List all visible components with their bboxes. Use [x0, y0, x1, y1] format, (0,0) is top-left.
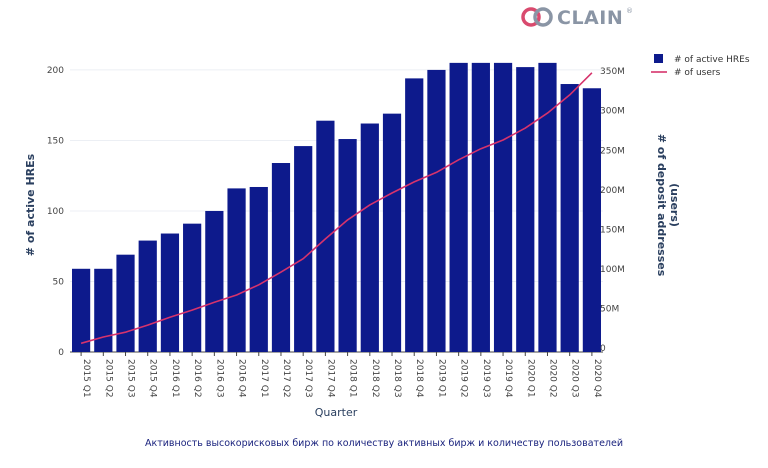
bar: [471, 62, 490, 352]
bar: [405, 78, 424, 353]
bar: [138, 240, 157, 352]
line-series-layer: [80, 72, 593, 345]
bar: [249, 186, 268, 352]
x-tick-label: 2018 Q3: [392, 359, 402, 398]
y2-tick-label: 300M: [600, 107, 625, 117]
x-tick-label: 2016 Q2: [192, 359, 202, 398]
bar: [449, 62, 468, 352]
bar: [160, 233, 180, 352]
x-tick-label: 2018 Q4: [414, 359, 424, 398]
x-tick-label: 2015 Q1: [81, 359, 91, 398]
legend-swatch-bars: [654, 54, 663, 63]
x-tick-label: 2018 Q1: [348, 359, 358, 398]
y2-tick-label: 200M: [600, 186, 625, 196]
chart-caption: Активность высокорисковых бирж по количе…: [145, 438, 623, 449]
logo-registered-mark: ®: [626, 7, 633, 15]
bar: [582, 88, 602, 353]
bar: [227, 188, 246, 352]
logo-ring-left: [521, 7, 541, 27]
x-tick-label: 2016 Q3: [214, 359, 224, 398]
y2-tick-label: 350M: [600, 67, 625, 77]
legend-label-line: # of users: [674, 68, 721, 78]
bar: [338, 139, 357, 352]
y-tick-label: 50: [53, 277, 65, 287]
clain-logo: CLAIN ®: [521, 7, 633, 29]
x-tick-label: 2020 Q3: [570, 359, 580, 398]
bar: [294, 146, 313, 352]
bar: [94, 268, 113, 352]
x-tick-label: 2019 Q4: [503, 359, 513, 398]
x-tick-label: 2020 Q4: [592, 359, 602, 398]
y-axis-title: # of active HREs: [24, 153, 37, 256]
y-tick-label: 150: [47, 136, 64, 146]
x-tick-label: 2019 Q3: [481, 359, 491, 398]
bar: [71, 268, 91, 352]
bar: [116, 254, 135, 352]
y-tick-label: 0: [58, 348, 64, 358]
bar: [382, 113, 402, 352]
y2-axis-title-line-2: (users): [668, 183, 681, 227]
y2-tick-label: 0: [600, 344, 606, 354]
bar: [493, 62, 513, 352]
x-tick-label: 2019 Q1: [436, 359, 446, 398]
users-line: [80, 72, 593, 345]
bar: [538, 62, 557, 352]
gridlines: [70, 69, 603, 353]
x-tick-label: 2020 Q2: [547, 359, 557, 398]
bar-series: [71, 62, 602, 353]
bar: [516, 67, 535, 353]
right-axis-ticks: 0 50M 100M 150M 200M 250M 300M 350M: [600, 67, 625, 354]
x-axis-title: Quarter: [315, 406, 358, 419]
bar: [205, 210, 224, 352]
bar: [316, 120, 335, 352]
y2-tick-label: 150M: [600, 225, 625, 235]
y-tick-label: 100: [47, 207, 64, 217]
y2-axis-title-line-1: # of deposit addresses: [655, 134, 668, 277]
bar: [427, 69, 446, 352]
legend-label-bars: # of active HREs: [674, 55, 750, 65]
logo-rings-icon: [521, 7, 553, 27]
x-tick-label: 2015 Q3: [126, 359, 136, 398]
x-tick-label: 2017 Q4: [325, 359, 335, 398]
x-tick-label: 2018 Q2: [370, 359, 380, 398]
x-tick-label: 2017 Q3: [303, 359, 313, 398]
bar: [183, 223, 202, 352]
x-tick-label: 2015 Q2: [103, 359, 113, 398]
y2-tick-label: 250M: [600, 146, 625, 156]
x-axis-ticks: 2015 Q1 2015 Q2 2015 Q3 2015 Q4 2016 Q1 2016 …: [80, 352, 602, 398]
bar: [360, 123, 379, 353]
y2-tick-label: 50M: [600, 304, 619, 314]
x-tick-label: 2017 Q2: [281, 359, 291, 398]
logo-ring-right: [533, 7, 553, 27]
x-tick-label: 2015 Q4: [148, 359, 158, 398]
x-tick-label: 2016 Q1: [170, 359, 180, 398]
y-tick-label: 200: [47, 66, 64, 76]
x-tick-label: 2019 Q2: [459, 359, 469, 398]
bar: [560, 84, 579, 352]
x-tick-label: 2016 Q4: [237, 359, 247, 398]
legend: # of active HREs # of users: [651, 54, 750, 78]
x-tick-label: 2017 Q1: [259, 359, 269, 398]
x-tick-label: 2020 Q1: [525, 359, 535, 398]
logo-text: CLAIN: [557, 7, 623, 29]
bar: [271, 163, 291, 352]
y2-tick-label: 100M: [600, 265, 625, 275]
left-axis-ticks: 0 50 100 150 200: [47, 66, 64, 358]
